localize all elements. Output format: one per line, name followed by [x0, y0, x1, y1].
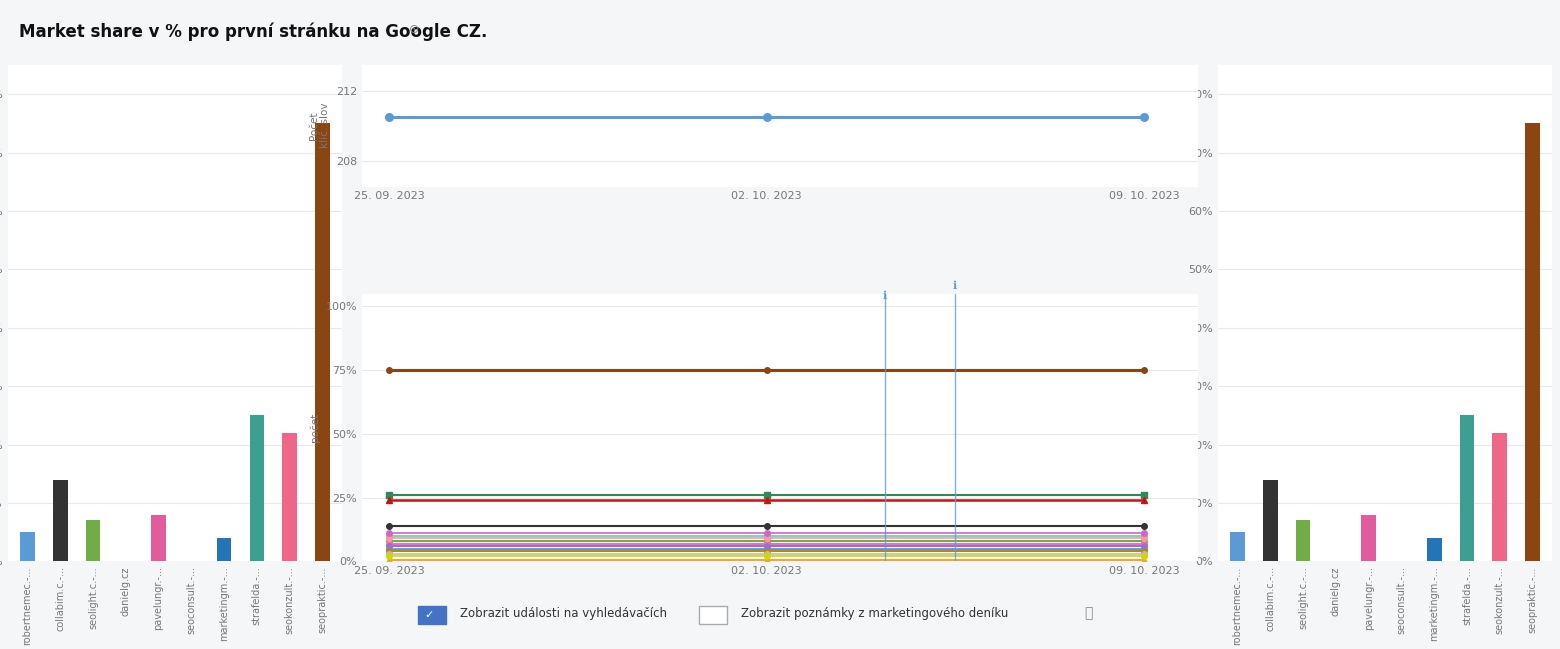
Bar — [53, 480, 67, 561]
Bar — [1362, 515, 1376, 561]
Bar — [250, 415, 264, 561]
Bar — [1427, 538, 1441, 561]
Bar — [1526, 123, 1540, 561]
Y-axis label: počet: počet — [309, 413, 320, 442]
Bar — [315, 123, 329, 561]
Bar — [151, 515, 165, 561]
Bar — [1264, 480, 1278, 561]
Text: ✓: ✓ — [424, 610, 434, 620]
Bar — [1493, 433, 1507, 561]
Bar — [1460, 415, 1474, 561]
Text: Zobrazit události na vyhledávačích: Zobrazit události na vyhledávačích — [460, 607, 668, 620]
Text: ℹ: ℹ — [953, 281, 958, 291]
Text: Market share v % pro první stránku na Google CZ.: Market share v % pro první stránku na Go… — [19, 23, 487, 42]
Bar — [1296, 520, 1310, 561]
Bar — [20, 532, 34, 561]
Bar — [282, 433, 296, 561]
Bar — [1231, 532, 1245, 561]
Text: ℹ: ℹ — [883, 291, 888, 301]
Bar — [217, 538, 231, 561]
Text: 🎥: 🎥 — [1084, 606, 1092, 620]
Bar — [86, 520, 100, 561]
Text: ⊙: ⊙ — [409, 23, 420, 36]
Y-axis label: Počet
klíč. slov: Počet klíč. slov — [309, 103, 331, 149]
Text: Zobrazit poznámky z marketingového deníku: Zobrazit poznámky z marketingového deník… — [741, 607, 1008, 620]
